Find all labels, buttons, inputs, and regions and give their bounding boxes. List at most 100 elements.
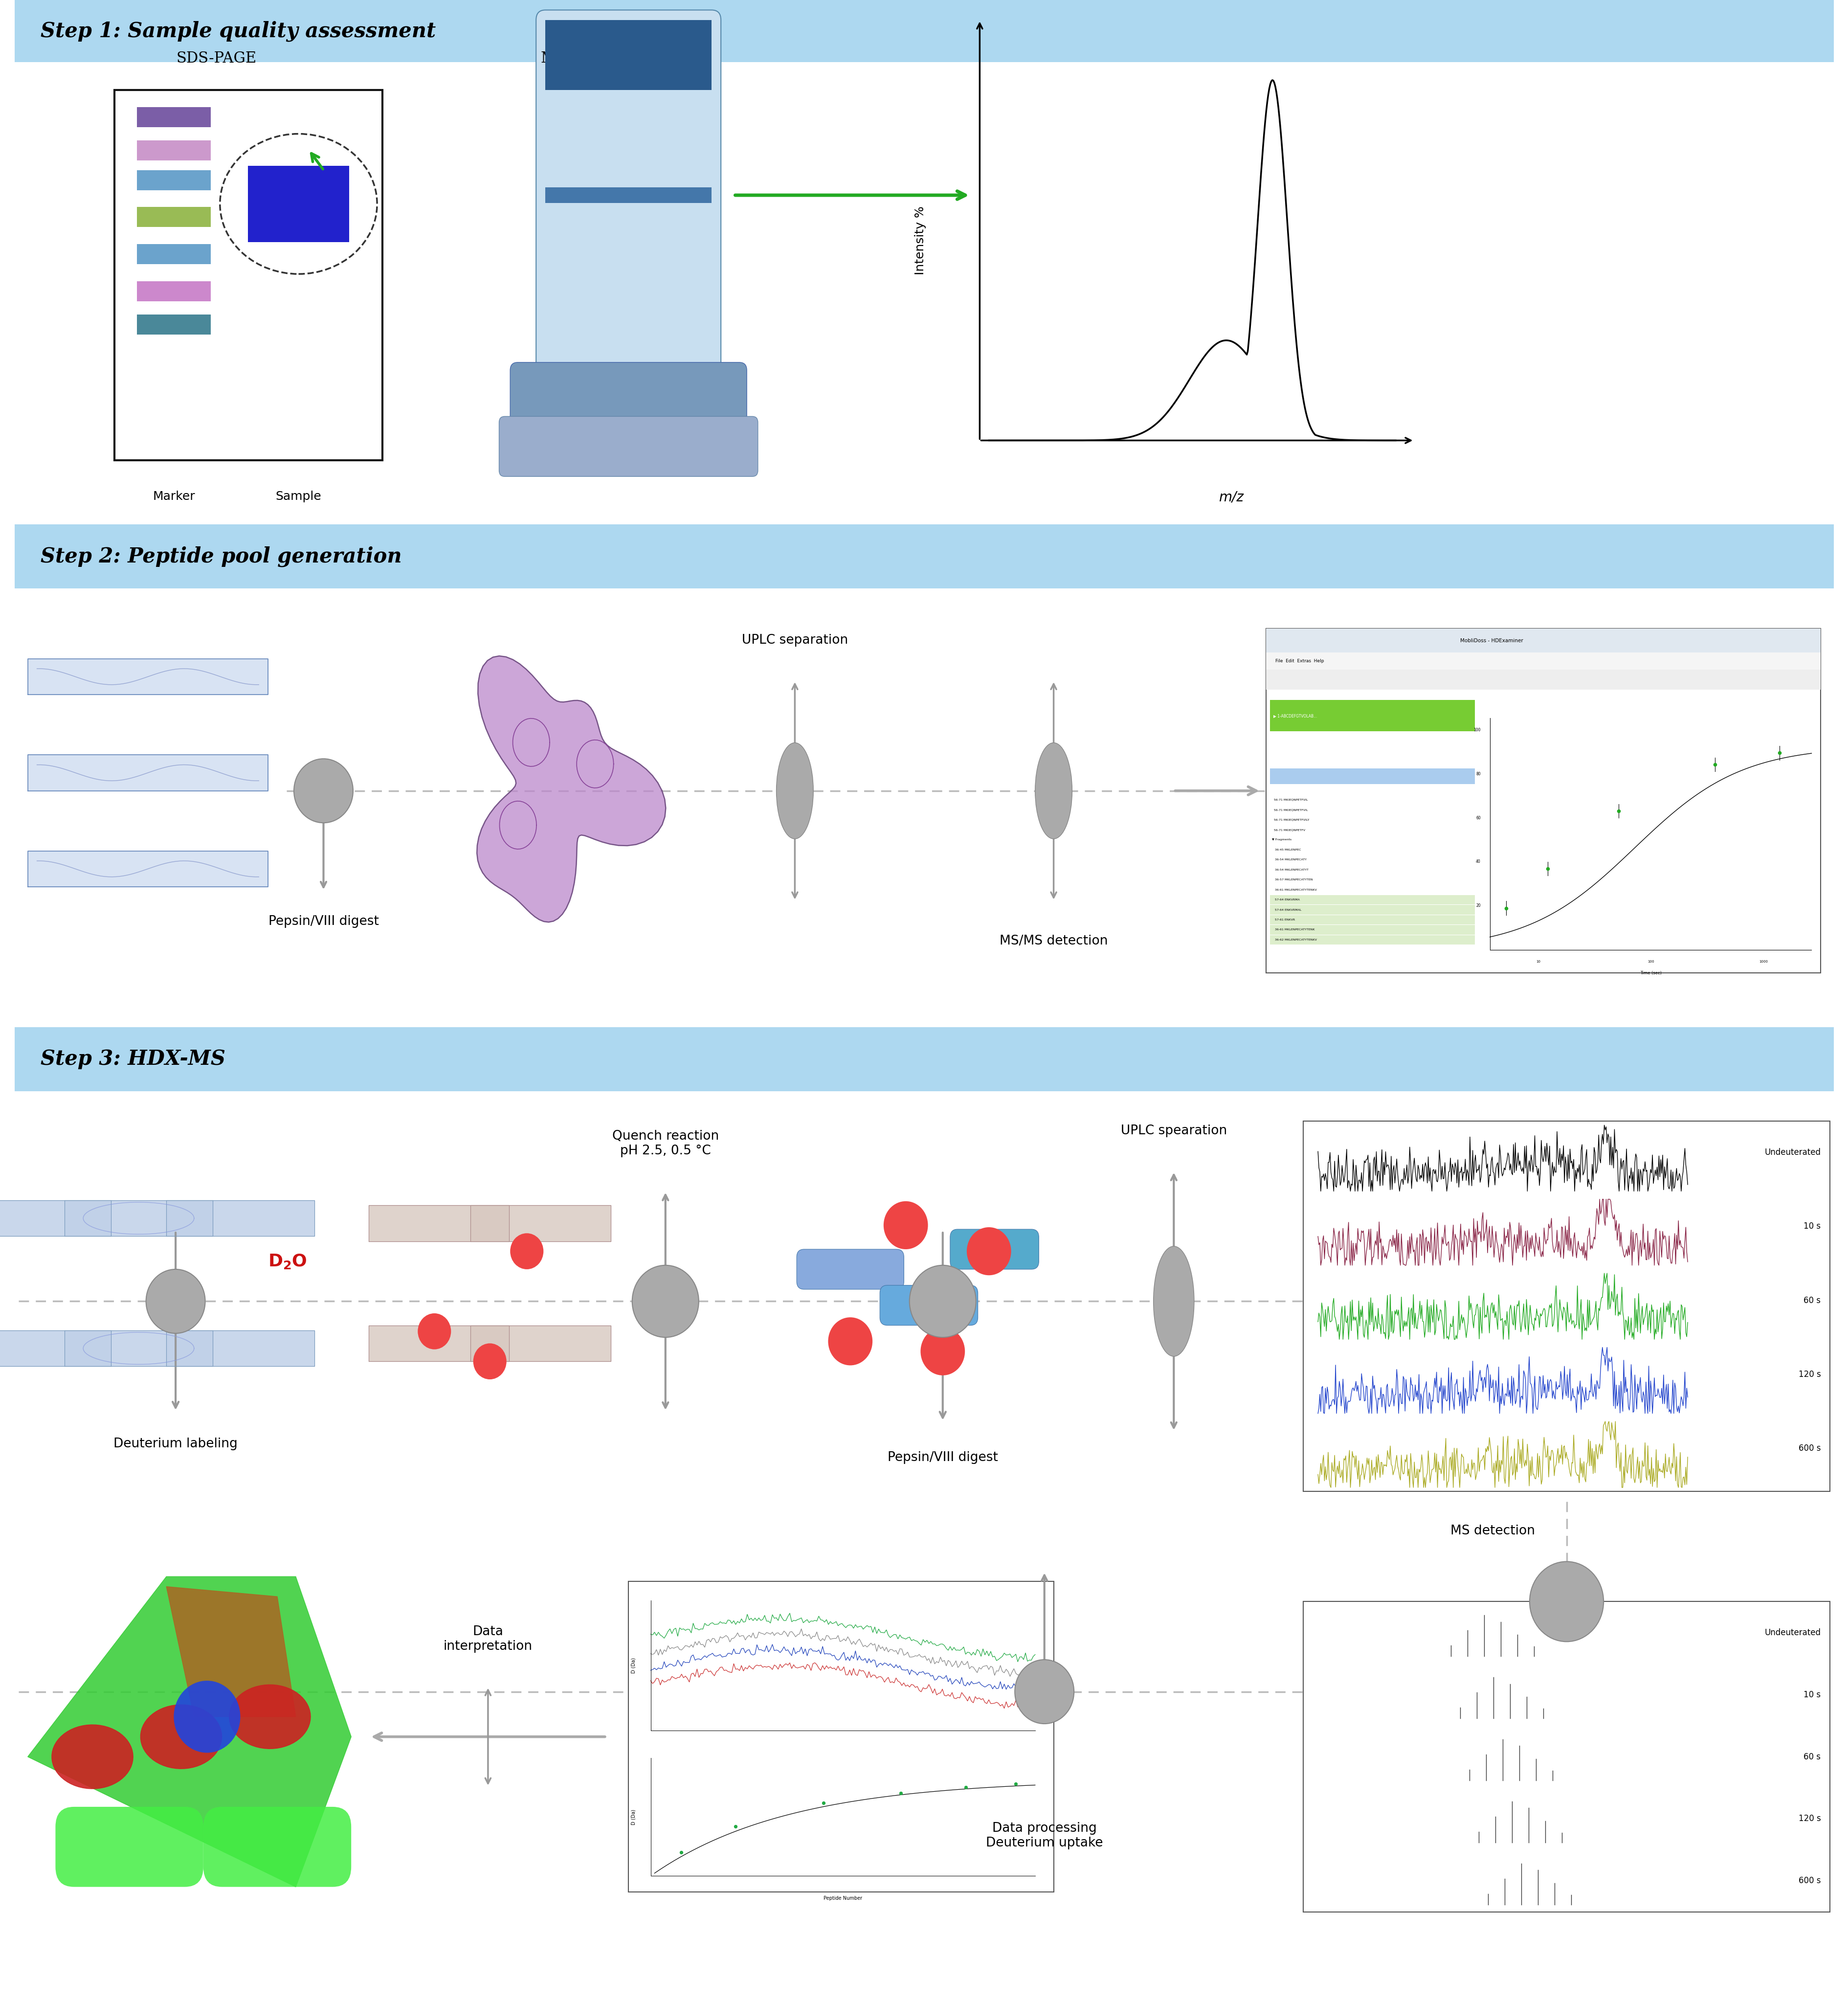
Bar [137, 244, 211, 264]
Circle shape [909, 1265, 976, 1337]
FancyBboxPatch shape [203, 1806, 351, 1886]
Text: 57-61 ENKVR: 57-61 ENKVR [1271, 919, 1294, 921]
Bar [115, 90, 383, 460]
Bar [1266, 669, 1820, 691]
Polygon shape [471, 1205, 610, 1241]
Circle shape [510, 1233, 543, 1269]
Text: Pepsin/VIII digest: Pepsin/VIII digest [887, 1451, 998, 1463]
Bar [248, 166, 349, 242]
Circle shape [1015, 1660, 1074, 1724]
Text: Quench reaction
pH 2.5, 0.5 °C: Quench reaction pH 2.5, 0.5 °C [612, 1129, 719, 1157]
Polygon shape [166, 1586, 296, 1716]
Bar [545, 20, 711, 90]
Text: m/z: m/z [1218, 490, 1244, 505]
Text: 120 s: 120 s [1798, 1369, 1820, 1379]
Text: MS detection: MS detection [1451, 1526, 1534, 1538]
Bar [1270, 835, 1475, 845]
Text: 10 s: 10 s [1804, 1690, 1820, 1700]
Point [1700, 749, 1730, 781]
Ellipse shape [1035, 743, 1072, 839]
Circle shape [418, 1313, 451, 1349]
Bar [137, 206, 211, 226]
Text: 20: 20 [1475, 903, 1480, 909]
Text: 36-57 MKLENPECATYTEN: 36-57 MKLENPECATYTEN [1271, 879, 1312, 881]
Ellipse shape [776, 743, 813, 839]
Text: 36-61 MKLENPECATYTENKV: 36-61 MKLENPECATYTENKV [1271, 889, 1316, 891]
Text: ▼ Fragments: ▼ Fragments [1271, 839, 1292, 841]
Polygon shape [28, 755, 268, 791]
FancyBboxPatch shape [796, 1249, 904, 1289]
Polygon shape [65, 1329, 213, 1365]
Bar [545, 186, 711, 202]
Polygon shape [65, 1199, 213, 1237]
Text: 56-71 MKIEQNPETFVIL: 56-71 MKIEQNPETFVIL [1271, 809, 1307, 811]
Text: 600 s: 600 s [1798, 1876, 1820, 1886]
Polygon shape [28, 1578, 351, 1886]
Polygon shape [28, 851, 268, 887]
Bar [1270, 885, 1475, 895]
Text: 36-61 MKLENPECATYTENK: 36-61 MKLENPECATYTENK [1271, 929, 1314, 931]
Polygon shape [368, 1325, 508, 1361]
Text: 120 s: 120 s [1798, 1814, 1820, 1824]
Text: MobliDoss - HDExaminer: MobliDoss - HDExaminer [1460, 639, 1523, 643]
Text: D (Da): D (Da) [630, 1658, 636, 1674]
Bar [1270, 701, 1475, 731]
Text: ▶ 1-ABCDEFGTVOLAB...: ▶ 1-ABCDEFGTVOLAB... [1273, 713, 1318, 719]
Bar [1270, 915, 1475, 925]
Text: Data processing
Deuterium uptake: Data processing Deuterium uptake [985, 1822, 1103, 1850]
Bar [15, 525, 1833, 589]
Bar [15, 1027, 1833, 1091]
Text: Intensity %: Intensity % [915, 206, 926, 274]
Text: 100: 100 [1647, 961, 1654, 963]
Circle shape [920, 1327, 965, 1375]
Text: Marker: Marker [153, 490, 194, 503]
Bar [1303, 1602, 1830, 1912]
Text: 100: 100 [1473, 727, 1480, 733]
Circle shape [883, 1201, 928, 1249]
Polygon shape [477, 657, 665, 923]
Polygon shape [471, 1325, 610, 1361]
Text: 60: 60 [1475, 815, 1480, 821]
Point [952, 1772, 981, 1804]
Bar [1266, 653, 1820, 669]
FancyBboxPatch shape [499, 416, 758, 476]
Text: SDS-PAGE: SDS-PAGE [176, 50, 257, 66]
Polygon shape [52, 1726, 133, 1788]
FancyBboxPatch shape [510, 362, 747, 438]
Circle shape [146, 1269, 205, 1333]
Point [1765, 737, 1794, 769]
Bar [137, 280, 211, 300]
Text: MS/MS detection: MS/MS detection [1000, 935, 1107, 947]
Text: 40: 40 [1475, 859, 1480, 865]
Text: Data
interpretation: Data interpretation [444, 1626, 532, 1654]
Circle shape [294, 759, 353, 823]
FancyBboxPatch shape [950, 1229, 1039, 1269]
Text: Sample: Sample [275, 490, 322, 503]
Bar [15, 0, 1833, 62]
Circle shape [473, 1343, 506, 1379]
Text: 60 s: 60 s [1804, 1752, 1820, 1762]
Ellipse shape [1153, 1245, 1194, 1357]
Point [1604, 795, 1634, 827]
Text: Pepsin/VIII digest: Pepsin/VIII digest [268, 915, 379, 927]
Point [885, 1778, 915, 1810]
Circle shape [632, 1265, 699, 1337]
Bar [1270, 875, 1475, 885]
Text: 10: 10 [1536, 961, 1539, 963]
Point [721, 1810, 750, 1842]
Point [1491, 893, 1521, 925]
Text: Undeuterated: Undeuterated [1765, 1628, 1820, 1638]
Text: 56-71 MKIEQNPETFV: 56-71 MKIEQNPETFV [1271, 829, 1305, 831]
Text: Step 3: HDX-MS: Step 3: HDX-MS [41, 1049, 225, 1069]
Point [1532, 853, 1562, 885]
Text: 10 s: 10 s [1804, 1221, 1820, 1231]
Text: $\mathbf{D_2O}$: $\mathbf{D_2O}$ [268, 1253, 307, 1269]
Bar [137, 170, 211, 190]
Bar [1270, 805, 1475, 815]
Point [667, 1836, 697, 1868]
Text: 36-54 MKLENPECATY: 36-54 MKLENPECATY [1271, 859, 1307, 861]
Text: Peptide Number: Peptide Number [824, 1896, 861, 1900]
Bar [1266, 629, 1820, 973]
FancyBboxPatch shape [536, 10, 721, 380]
Text: D (Da): D (Da) [630, 1810, 636, 1824]
